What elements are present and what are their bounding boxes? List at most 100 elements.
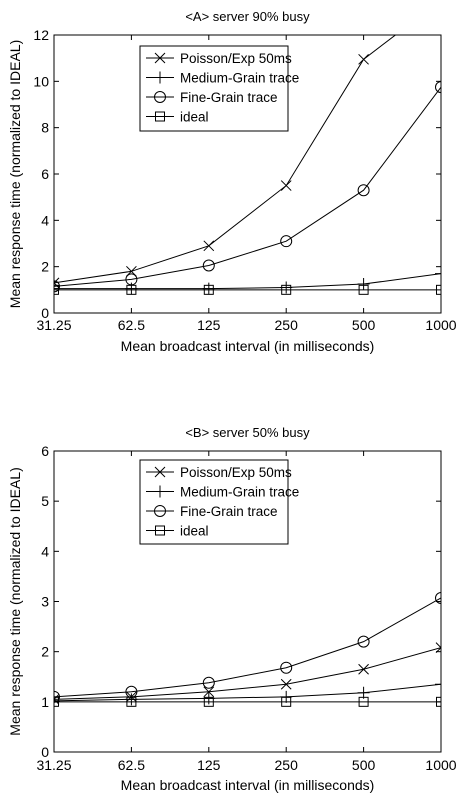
x-tick-label: 1000 <box>425 757 456 773</box>
series-plus <box>54 678 441 707</box>
x-axis-label: Mean broadcast interval (in milliseconds… <box>121 338 375 354</box>
data-point <box>358 53 369 65</box>
legend-label: ideal <box>180 110 209 125</box>
data-point <box>280 678 292 690</box>
series-x <box>54 642 441 705</box>
legend-label: Fine-Grain trace <box>180 504 278 519</box>
data-point <box>280 661 293 674</box>
x-tick-label: 62.5 <box>118 317 145 333</box>
data-point <box>54 693 60 705</box>
data-point <box>54 696 59 707</box>
x-tick-label: 1000 <box>425 317 456 333</box>
data-point <box>202 676 215 689</box>
legend-marker <box>155 111 165 122</box>
legend-marker <box>154 71 166 84</box>
data-point <box>357 686 370 699</box>
data-point <box>358 663 369 675</box>
y-tick-label: 6 <box>41 443 49 459</box>
y-tick-label: 8 <box>41 120 49 136</box>
data-point <box>54 280 60 293</box>
data-point <box>357 278 370 291</box>
legend-marker <box>154 466 166 478</box>
data-point <box>435 678 441 691</box>
legend-marker <box>155 525 165 536</box>
y-tick-label: 0 <box>41 305 49 321</box>
y-axis-label: Mean response time (normalized to IDEAL) <box>7 40 23 308</box>
legend-marker <box>154 505 166 517</box>
x-tick-label: 125 <box>197 757 221 773</box>
y-tick-label: 2 <box>41 644 49 660</box>
legend-box <box>139 459 289 545</box>
data-point <box>358 284 369 295</box>
data-point <box>203 284 214 295</box>
x-tick-label: 500 <box>352 757 376 773</box>
x-axis-label: Mean broadcast interval (in milliseconds… <box>121 777 375 793</box>
x-tick-label: 31.25 <box>36 757 71 773</box>
y-tick-label: 5 <box>41 493 49 509</box>
y-axis-label: Mean response time (normalized to IDEAL) <box>7 467 23 735</box>
legend-label: Poisson/Exp 50ms <box>180 465 292 480</box>
y-tick-label: 12 <box>33 27 49 43</box>
legend-label: Poisson/Exp 50ms <box>180 51 292 66</box>
data-point <box>203 240 215 252</box>
legend-marker <box>154 52 166 64</box>
y-tick-label: 10 <box>33 73 49 89</box>
series-circle <box>54 81 441 293</box>
series-line <box>54 683 441 702</box>
y-tick-label: 2 <box>41 259 49 275</box>
x-tick-label: 62.5 <box>118 757 145 773</box>
data-point <box>126 696 137 707</box>
chart-panel-a: <A> server 90% busy 0 2 4 6 8 10 12 31.25 62.5 125… <box>7 9 457 354</box>
data-point <box>435 81 441 94</box>
series-x <box>54 35 397 289</box>
series-line <box>54 597 441 698</box>
y-tick-label: 4 <box>41 212 49 228</box>
legend-label: Medium-Grain trace <box>180 71 299 86</box>
data-point <box>203 686 215 698</box>
x-tick-label: 31.25 <box>36 317 71 333</box>
legend-label: Medium-Grain trace <box>180 485 299 500</box>
x-tick-label: 500 <box>352 317 376 333</box>
y-tick-label: 6 <box>41 166 49 182</box>
x-tick-label: 125 <box>197 317 221 333</box>
data-point <box>435 642 441 654</box>
data-point <box>54 284 59 295</box>
chart-title: <B> server 50% busy <box>185 425 310 440</box>
chart-panel-b: <B> server 50% busy 0 1 2 3 4 5 6 31.25 62.5 125 25… <box>7 425 457 793</box>
data-point <box>203 696 214 707</box>
data-point <box>436 284 441 295</box>
data-point <box>54 690 60 703</box>
data-point <box>281 284 292 295</box>
data-point <box>280 180 292 191</box>
series-line <box>54 86 441 287</box>
data-point <box>436 696 441 707</box>
x-tick-label: 250 <box>275 757 299 773</box>
data-point <box>357 635 370 648</box>
chart-title: <A> server 90% busy <box>185 9 310 24</box>
legend: Poisson/Exp 50ms Medium-Grain trace Fine-G… <box>139 459 299 545</box>
series-square <box>54 284 441 295</box>
y-tick-label: 0 <box>41 744 49 760</box>
series-circle <box>54 591 441 703</box>
series-line <box>54 647 441 700</box>
data-point <box>126 284 137 295</box>
legend-label: ideal <box>180 524 209 539</box>
data-point <box>202 259 215 272</box>
data-point <box>280 690 293 703</box>
legend-marker <box>154 91 166 103</box>
data-point <box>357 184 370 197</box>
legend-label: Fine-Grain trace <box>180 90 278 105</box>
y-tick-label: 3 <box>41 594 49 610</box>
x-tick-label: 250 <box>275 317 299 333</box>
y-tick-label: 4 <box>41 543 49 559</box>
series-line <box>54 35 397 284</box>
data-point <box>280 235 293 248</box>
data-point <box>281 696 292 707</box>
data-point <box>435 591 441 604</box>
y-tick-label: 1 <box>41 694 49 710</box>
legend: Poisson/Exp 50ms Medium-Grain trace Fine-G… <box>139 45 299 132</box>
data-point <box>358 696 369 707</box>
data-point <box>435 267 441 280</box>
series-line <box>54 273 441 290</box>
